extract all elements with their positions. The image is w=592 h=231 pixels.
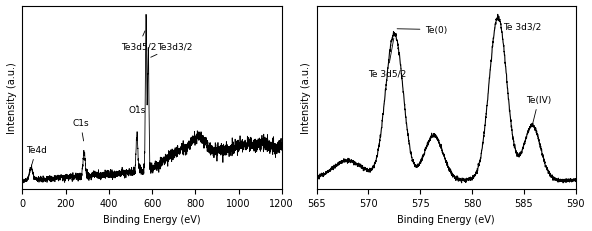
Text: Te(0): Te(0): [397, 26, 448, 35]
Y-axis label: Intensity (a.u.): Intensity (a.u.): [301, 62, 311, 134]
Text: Te 3d5/2: Te 3d5/2: [368, 39, 407, 78]
Text: Te3d3/2: Te3d3/2: [151, 42, 193, 58]
Text: Te4d: Te4d: [25, 145, 47, 165]
X-axis label: Binding Energy (eV): Binding Energy (eV): [104, 214, 201, 224]
Text: Te3d5/2: Te3d5/2: [121, 32, 156, 51]
Text: O1s: O1s: [129, 105, 146, 114]
Y-axis label: Intensity (a.u.): Intensity (a.u.): [7, 62, 17, 134]
Text: C1s: C1s: [72, 119, 89, 141]
Text: Te(IV): Te(IV): [526, 96, 551, 123]
Text: Te 3d3/2: Te 3d3/2: [498, 20, 542, 32]
X-axis label: Binding Energy (eV): Binding Energy (eV): [397, 214, 495, 224]
